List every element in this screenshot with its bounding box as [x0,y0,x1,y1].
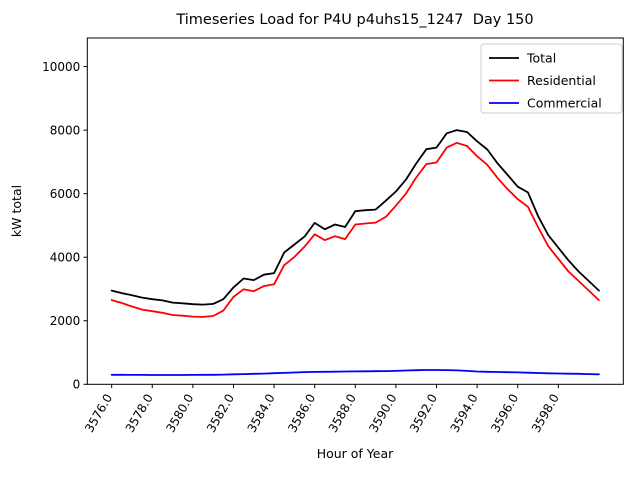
y-tick-label: 6000 [50,187,81,201]
y-axis-label: kW total [9,185,24,237]
series-line-total [110,129,600,306]
x-tick-label: 3596.0 [488,392,521,435]
x-tick-label: 3590.0 [366,392,399,435]
x-tick-label: 3594.0 [448,391,481,434]
legend-label-residential: Residential [527,73,596,88]
y-tick-label: 4000 [50,250,81,264]
series-line-commercial [110,369,600,376]
x-tick-label: 3584.0 [245,392,278,435]
x-tick-label: 3598.0 [529,392,562,435]
chart-title: Timeseries Load for P4U p4uhs15_1247 Day… [175,12,533,28]
series-line-residential [110,141,600,318]
legend-label-total: Total [526,51,556,66]
y-tick-label: 10000 [42,60,80,74]
y-tick-label: 0 [73,378,81,392]
x-tick-label: 3578.0 [123,392,156,435]
y-tick-label: 8000 [50,123,81,137]
legend-label-commercial: Commercial [527,96,602,111]
legend-box [480,43,623,114]
plot-content: 3576.0 3578.0 3580.0 3582.0 3584.0 3586.0 3588… [42,60,600,435]
x-tick-label: 3580.0 [163,392,196,435]
x-tick-label: 3586.0 [285,392,318,435]
y-tick-label: 2000 [50,314,81,328]
legend: Total Residential Commercial [480,43,623,114]
x-tick-label: 3582.0 [204,392,237,435]
x-tick-label: 3588.0 [326,392,359,435]
axes-frame [86,37,624,385]
x-axis-label: Hour of Year [317,446,394,461]
x-tick-label: 3576.0 [82,392,115,435]
x-tick-label: 3592.0 [407,392,440,435]
